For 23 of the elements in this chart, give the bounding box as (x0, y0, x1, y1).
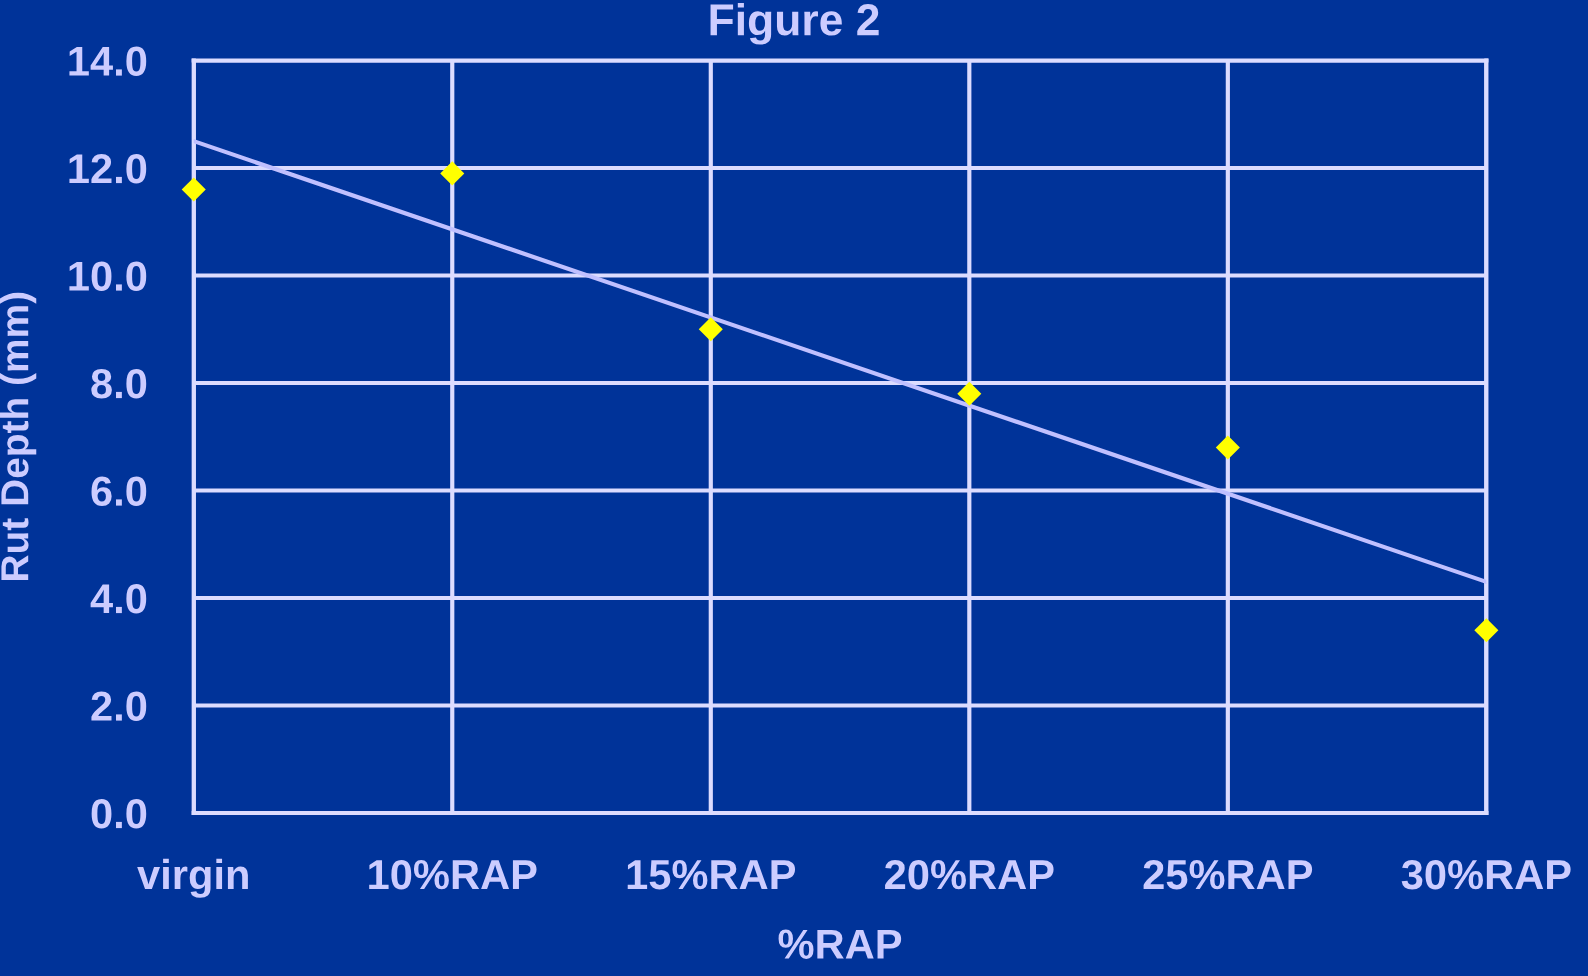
y-tick-label: 14.0 (69, 46, 147, 77)
y-tick-label: 6.0 (91, 476, 147, 507)
x-tick-label: 10%RAP (369, 859, 537, 890)
y-tick-label: 8.0 (91, 369, 147, 399)
x-axis-title: %RAP (778, 929, 902, 959)
x-tick-label: 25%RAP (1143, 859, 1313, 890)
y-tick-label: 2.0 (91, 691, 147, 722)
y-axis-title: Rut Depth (mm) (0, 292, 37, 580)
point (1215, 435, 1240, 460)
y-tick-label: 0.0 (91, 799, 147, 829)
x-tick-label: 15%RAP (627, 860, 796, 890)
point (440, 161, 465, 186)
y-tick-label: 10.0 (69, 261, 147, 292)
x-tick-label: 30%RAP (1401, 859, 1571, 890)
point (698, 317, 723, 342)
point (1474, 618, 1499, 643)
y-tick-label: 4.0 (90, 584, 147, 614)
x-tick-label: 20%RAP (885, 859, 1054, 890)
y-tick-label: 12.0 (69, 154, 147, 184)
point (181, 177, 206, 202)
point (957, 381, 982, 406)
x-tick-label: virgin (137, 858, 248, 898)
chart-title: Figure 2 (710, 2, 879, 45)
